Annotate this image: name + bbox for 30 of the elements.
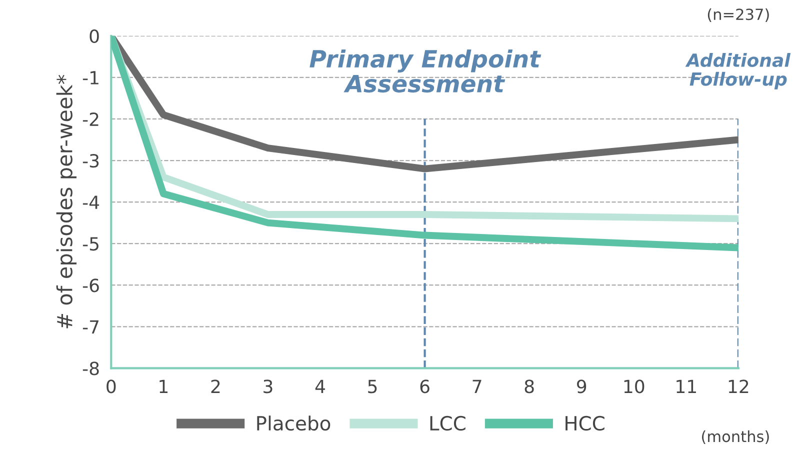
y-tick-label: -2 xyxy=(82,112,98,126)
y-tick-label: -3 xyxy=(82,154,99,168)
x-tick-label: 2 xyxy=(211,380,220,394)
x-tick-label: 3 xyxy=(264,380,272,394)
x-tick-label: 11 xyxy=(676,380,696,394)
y-tick-label: -7 xyxy=(82,320,99,334)
text: (n=237) xyxy=(708,8,769,22)
x-tick-label: 0 xyxy=(106,380,116,394)
y-tick-label: -6 xyxy=(82,278,99,292)
legend-label: Placebo xyxy=(257,416,330,431)
x-tick-label: 10 xyxy=(624,380,644,394)
y-tick-label: 0 xyxy=(90,29,99,44)
legend-label: LCC xyxy=(430,416,466,431)
x-tick-label: 5 xyxy=(368,380,377,394)
y-axis-title: # of episodes per-week* xyxy=(56,74,76,328)
x-tick-label: 4 xyxy=(315,380,325,394)
ref-line-label: Primary Endpoint Assessment xyxy=(310,49,542,93)
legend-label: HCC xyxy=(566,416,604,431)
x-tick-label: 9 xyxy=(577,380,586,394)
x-tick-label: 12 xyxy=(728,380,748,394)
x-tick-label: 8 xyxy=(524,380,534,394)
x-tick-label: 1 xyxy=(160,380,168,394)
x-tick-label: 6 xyxy=(420,380,430,394)
y-tick-label: -1 xyxy=(82,71,98,84)
y-tick-label: -8 xyxy=(82,362,99,376)
y-tick-label: -4 xyxy=(82,196,100,209)
x-tick-label: 7 xyxy=(472,380,482,394)
text: (months) xyxy=(702,430,769,444)
ref-line-label: Additional Follow-up xyxy=(685,53,791,90)
y-tick-label: -5 xyxy=(82,237,98,251)
